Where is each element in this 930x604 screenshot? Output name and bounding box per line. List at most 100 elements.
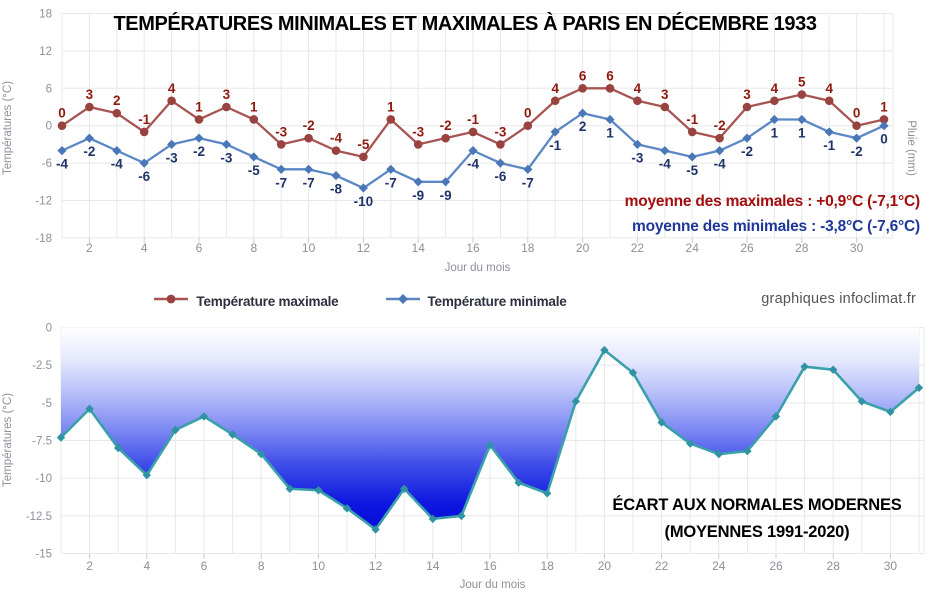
- legend-item-temperature-maximale[interactable]: Température maximale: [153, 292, 339, 310]
- svg-text:16: 16: [466, 241, 480, 255]
- svg-text:-4: -4: [659, 157, 671, 172]
- svg-text:24: 24: [712, 559, 726, 573]
- svg-text:-5: -5: [357, 137, 369, 152]
- page-title: TEMPÉRATURES MINIMALES ET MAXIMALES À PA…: [113, 13, 817, 35]
- svg-text:0: 0: [58, 106, 66, 121]
- svg-text:-3: -3: [275, 124, 287, 139]
- max-series-marker-icon: [153, 292, 189, 310]
- svg-text:4: 4: [168, 81, 176, 96]
- svg-text:12: 12: [39, 46, 52, 58]
- svg-text:14: 14: [412, 241, 426, 255]
- svg-text:18: 18: [541, 559, 555, 573]
- legend-item-temperature-minimale[interactable]: Température minimale: [385, 292, 567, 310]
- svg-text:30: 30: [850, 241, 864, 255]
- bottom-chart-title-line2: (MOYENNES 1991-2020): [664, 523, 850, 541]
- svg-text:-1: -1: [138, 112, 150, 127]
- svg-text:6: 6: [46, 83, 52, 95]
- svg-text:4: 4: [634, 81, 642, 96]
- svg-text:Températures (°C): Températures (°C): [2, 81, 14, 175]
- svg-text:-10: -10: [354, 194, 374, 209]
- svg-text:24: 24: [686, 241, 700, 255]
- svg-text:-3: -3: [166, 150, 178, 165]
- svg-text:2: 2: [579, 119, 587, 134]
- svg-text:-9: -9: [412, 188, 424, 203]
- svg-text:-4: -4: [467, 157, 479, 172]
- svg-text:-9: -9: [440, 188, 452, 203]
- svg-text:-6: -6: [494, 169, 506, 184]
- svg-text:1: 1: [798, 125, 806, 140]
- svg-text:20: 20: [598, 559, 612, 573]
- svg-text:Jour du mois: Jour du mois: [460, 579, 526, 591]
- series-min: -4-2-4-6-3 -2 -3-5-7 -7 -8-10-7-9 -9-4-6 -7-12…: [56, 108, 889, 209]
- svg-text:3: 3: [743, 87, 751, 102]
- svg-text:1: 1: [250, 99, 258, 114]
- svg-text:28: 28: [795, 241, 809, 255]
- min-series-marker-icon: [385, 292, 421, 310]
- svg-text:2: 2: [86, 241, 93, 255]
- svg-text:22: 22: [631, 241, 645, 255]
- svg-text:0: 0: [46, 121, 52, 133]
- svg-text:0: 0: [46, 323, 52, 335]
- svg-text:-4: -4: [714, 157, 726, 172]
- svg-text:6: 6: [579, 68, 587, 83]
- svg-text:-7: -7: [522, 175, 534, 190]
- svg-text:-3: -3: [494, 124, 506, 139]
- svg-text:1: 1: [880, 99, 888, 114]
- svg-text:Jour du mois: Jour du mois: [445, 262, 511, 274]
- svg-text:14: 14: [426, 559, 440, 573]
- top-grid: [61, 13, 894, 239]
- bottom-chart-title-line1: ÉCART AUX NORMALES MODERNES: [612, 496, 902, 514]
- svg-text:0: 0: [853, 106, 861, 121]
- svg-text:1: 1: [195, 99, 203, 114]
- svg-text:10: 10: [312, 559, 326, 573]
- svg-text:-2: -2: [303, 118, 315, 133]
- svg-text:18: 18: [39, 9, 52, 21]
- svg-text:22: 22: [655, 559, 669, 573]
- svg-text:4: 4: [825, 81, 833, 96]
- svg-text:-2: -2: [193, 144, 205, 159]
- svg-text:-3: -3: [412, 124, 424, 139]
- svg-text:Pluie (mm): Pluie (mm): [905, 120, 917, 176]
- svg-text:18: 18: [521, 241, 535, 255]
- svg-text:-3: -3: [220, 150, 232, 165]
- svg-text:-6: -6: [42, 158, 52, 170]
- svg-text:12: 12: [369, 559, 383, 573]
- bottom-chart-title: ÉCART AUX NORMALES MODERNES (MOYENNES 19…: [567, 492, 930, 546]
- svg-text:3: 3: [86, 87, 94, 102]
- svg-text:1: 1: [606, 125, 614, 140]
- svg-text:-7: -7: [303, 175, 315, 190]
- svg-text:-2: -2: [440, 118, 452, 133]
- svg-text:8: 8: [258, 559, 265, 573]
- svg-text:-7: -7: [275, 175, 287, 190]
- bottom-axes: 0-2.5-5-7.5-10-12.5-152 4 6 8 10 12 14 16 18 20 22…: [2, 323, 897, 592]
- svg-text:30: 30: [884, 559, 898, 573]
- bottom-chart-canvas: 0-2.5-5-7.5-10-12.5-152 4 6 8 10 12 14 16 18 20 22…: [2, 323, 925, 592]
- svg-text:1: 1: [771, 125, 779, 140]
- svg-text:-15: -15: [35, 549, 52, 561]
- svg-text:4: 4: [551, 81, 559, 96]
- svg-text:6: 6: [196, 241, 203, 255]
- svg-text:16: 16: [483, 559, 497, 573]
- svg-text:-1: -1: [823, 138, 835, 153]
- svg-text:-1: -1: [686, 112, 698, 127]
- svg-text:3: 3: [223, 87, 231, 102]
- annotation-max-average: moyenne des maximales : +0,9°C (-7,1°C): [624, 193, 921, 210]
- svg-text:20: 20: [576, 241, 590, 255]
- svg-text:-2: -2: [851, 144, 863, 159]
- svg-text:-5: -5: [42, 398, 52, 410]
- svg-text:3: 3: [661, 87, 669, 102]
- svg-text:-3: -3: [631, 150, 643, 165]
- svg-text:2: 2: [113, 93, 121, 108]
- legend-label-min: Température minimale: [427, 293, 567, 309]
- annotation-min-average: moyenne des minimales : -3,8°C (-7,6°C): [632, 218, 920, 235]
- svg-text:4: 4: [771, 81, 779, 96]
- svg-text:-10: -10: [35, 473, 52, 485]
- svg-text:-7.5: -7.5: [32, 436, 52, 448]
- svg-text:-5: -5: [686, 163, 698, 178]
- svg-text:-4: -4: [330, 131, 342, 146]
- svg-text:Températures (°C): Températures (°C): [2, 393, 14, 487]
- svg-text:1: 1: [387, 99, 395, 114]
- svg-text:-6: -6: [138, 169, 150, 184]
